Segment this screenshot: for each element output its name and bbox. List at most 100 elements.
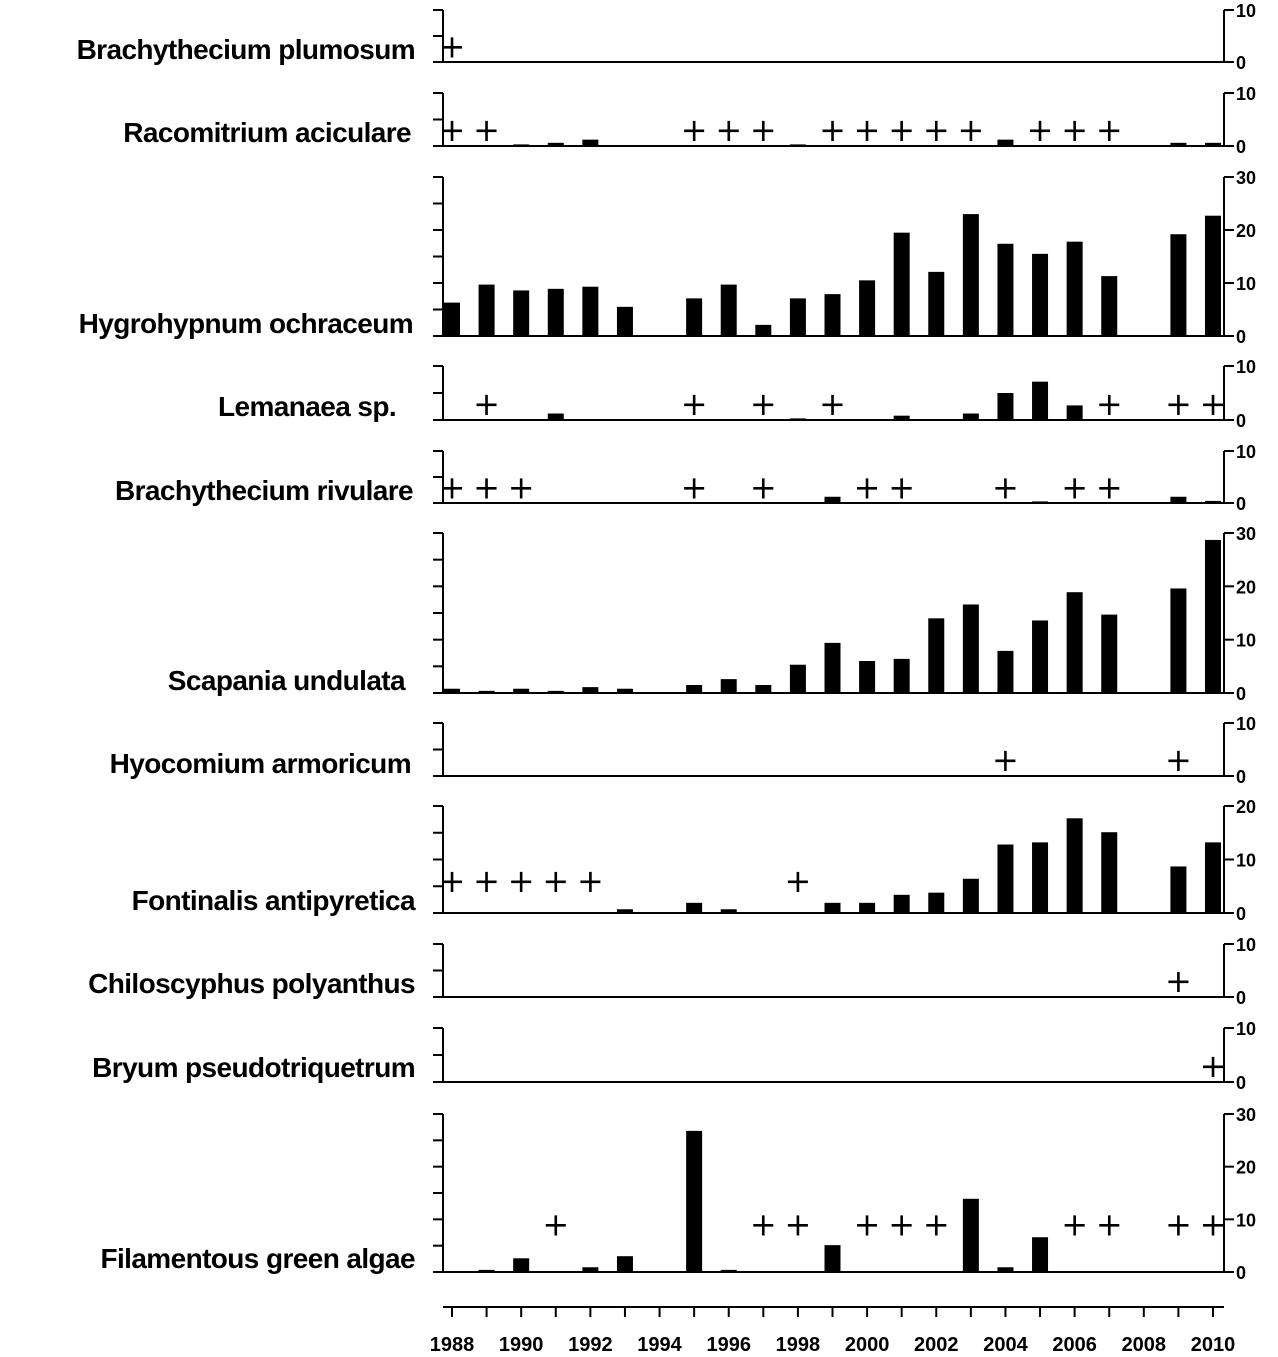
data-bar <box>1032 620 1049 693</box>
y-tick-label: 0 <box>1236 684 1246 704</box>
data-bar <box>789 664 806 693</box>
y-tick-label: 0 <box>1236 1263 1246 1283</box>
presence-marker: + <box>473 468 500 506</box>
presence-marker: + <box>473 111 500 149</box>
data-bar <box>1170 866 1187 913</box>
x-tick-label: 2008 <box>1122 1334 1167 1356</box>
data-bar <box>720 284 737 336</box>
presence-marker: + <box>1165 385 1192 423</box>
data-bar <box>720 1269 737 1272</box>
y-tick-label: 10 <box>1236 357 1256 377</box>
data-bar <box>1066 405 1083 420</box>
x-tick-label: 1994 <box>637 1334 682 1356</box>
presence-marker: + <box>957 111 984 149</box>
data-bar <box>824 1245 841 1272</box>
y-tick-label: 0 <box>1236 904 1246 924</box>
data-bar <box>686 902 703 913</box>
y-tick-label: 0 <box>1236 411 1246 431</box>
data-bar <box>1170 588 1187 693</box>
data-bar <box>824 902 841 913</box>
data-bar <box>893 658 910 693</box>
data-bar <box>997 844 1014 913</box>
x-tick-label: 1996 <box>706 1334 751 1356</box>
y-tick-label: 0 <box>1236 767 1246 787</box>
presence-marker: + <box>785 1206 812 1244</box>
data-bar <box>1205 500 1221 503</box>
presence-marker: + <box>1200 1206 1227 1244</box>
data-bar <box>478 690 495 693</box>
presence-marker: + <box>439 27 466 65</box>
data-bar <box>1205 142 1221 146</box>
presence-marker: + <box>1096 468 1123 506</box>
panel-label: Fontinalis antipyretica <box>132 885 416 916</box>
presence-marker: + <box>750 468 777 506</box>
y-tick-label: 10 <box>1236 274 1256 294</box>
presence-marker: + <box>439 111 466 149</box>
y-tick-label: 30 <box>1236 524 1256 544</box>
panel-label: Chiloscyphus polyanthus <box>88 968 415 999</box>
presence-marker: + <box>1165 741 1192 779</box>
data-bar <box>1205 539 1221 693</box>
data-bar <box>928 892 945 913</box>
y-tick-label: 10 <box>1236 84 1256 104</box>
data-bar <box>444 688 460 693</box>
data-bar <box>824 496 841 503</box>
presence-marker: + <box>888 468 915 506</box>
panel-label: Filamentous green algae <box>100 1243 415 1274</box>
presence-marker: + <box>681 111 708 149</box>
presence-marker: + <box>1165 1206 1192 1244</box>
x-tick-label: 2002 <box>914 1334 959 1356</box>
data-bar <box>1032 381 1049 420</box>
y-tick-label: 20 <box>1236 1158 1256 1178</box>
panel-label: Hyocomium armoricum <box>110 748 411 779</box>
data-bar <box>616 1256 633 1272</box>
panel-label: Racomitrium aciculare <box>123 117 411 148</box>
data-bar <box>1101 614 1118 693</box>
panel-label: Lemanaea sp. <box>218 391 396 422</box>
data-bar <box>859 661 876 693</box>
presence-marker: + <box>819 385 846 423</box>
data-bar <box>962 878 979 913</box>
data-bar <box>513 290 530 336</box>
data-bar <box>928 271 945 336</box>
x-tick-label: 1990 <box>499 1334 544 1356</box>
data-bar <box>1205 215 1221 336</box>
data-bar <box>513 688 530 693</box>
presence-marker: + <box>439 862 466 900</box>
data-bar <box>720 909 737 913</box>
panel-label: Scapania undulata <box>168 665 406 696</box>
data-bar <box>444 302 460 336</box>
data-bar <box>1066 818 1083 913</box>
data-bar <box>755 685 772 693</box>
x-tick-label: 1988 <box>430 1334 475 1356</box>
y-tick-label: 10 <box>1236 851 1256 871</box>
data-bar <box>997 393 1014 420</box>
y-tick-label: 0 <box>1236 53 1246 73</box>
data-bar <box>547 690 564 693</box>
data-bar <box>513 144 530 146</box>
data-bar <box>824 642 841 693</box>
data-bar <box>1205 842 1221 913</box>
data-bar <box>1066 592 1083 693</box>
data-bar <box>789 144 806 146</box>
data-bar <box>582 286 599 336</box>
y-tick-label: 30 <box>1236 168 1256 188</box>
panel-label: Brachythecium plumosum <box>77 34 415 65</box>
presence-marker: + <box>1061 111 1088 149</box>
presence-marker: + <box>1096 1206 1123 1244</box>
y-tick-label: 0 <box>1236 988 1246 1008</box>
presence-marker: + <box>473 385 500 423</box>
y-tick-label: 0 <box>1236 1073 1246 1093</box>
data-bar <box>478 284 495 336</box>
data-bar <box>824 294 841 336</box>
data-bar <box>893 415 910 420</box>
x-tick-label: 2010 <box>1191 1334 1236 1356</box>
presence-marker: + <box>542 1206 569 1244</box>
y-tick-label: 20 <box>1236 221 1256 241</box>
panel-label: Brachythecium rivulare <box>115 475 413 506</box>
y-tick-label: 0 <box>1236 494 1246 514</box>
y-tick-label: 10 <box>1236 935 1256 955</box>
data-bar <box>997 243 1014 336</box>
presence-marker: + <box>854 111 881 149</box>
presence-marker: + <box>923 111 950 149</box>
